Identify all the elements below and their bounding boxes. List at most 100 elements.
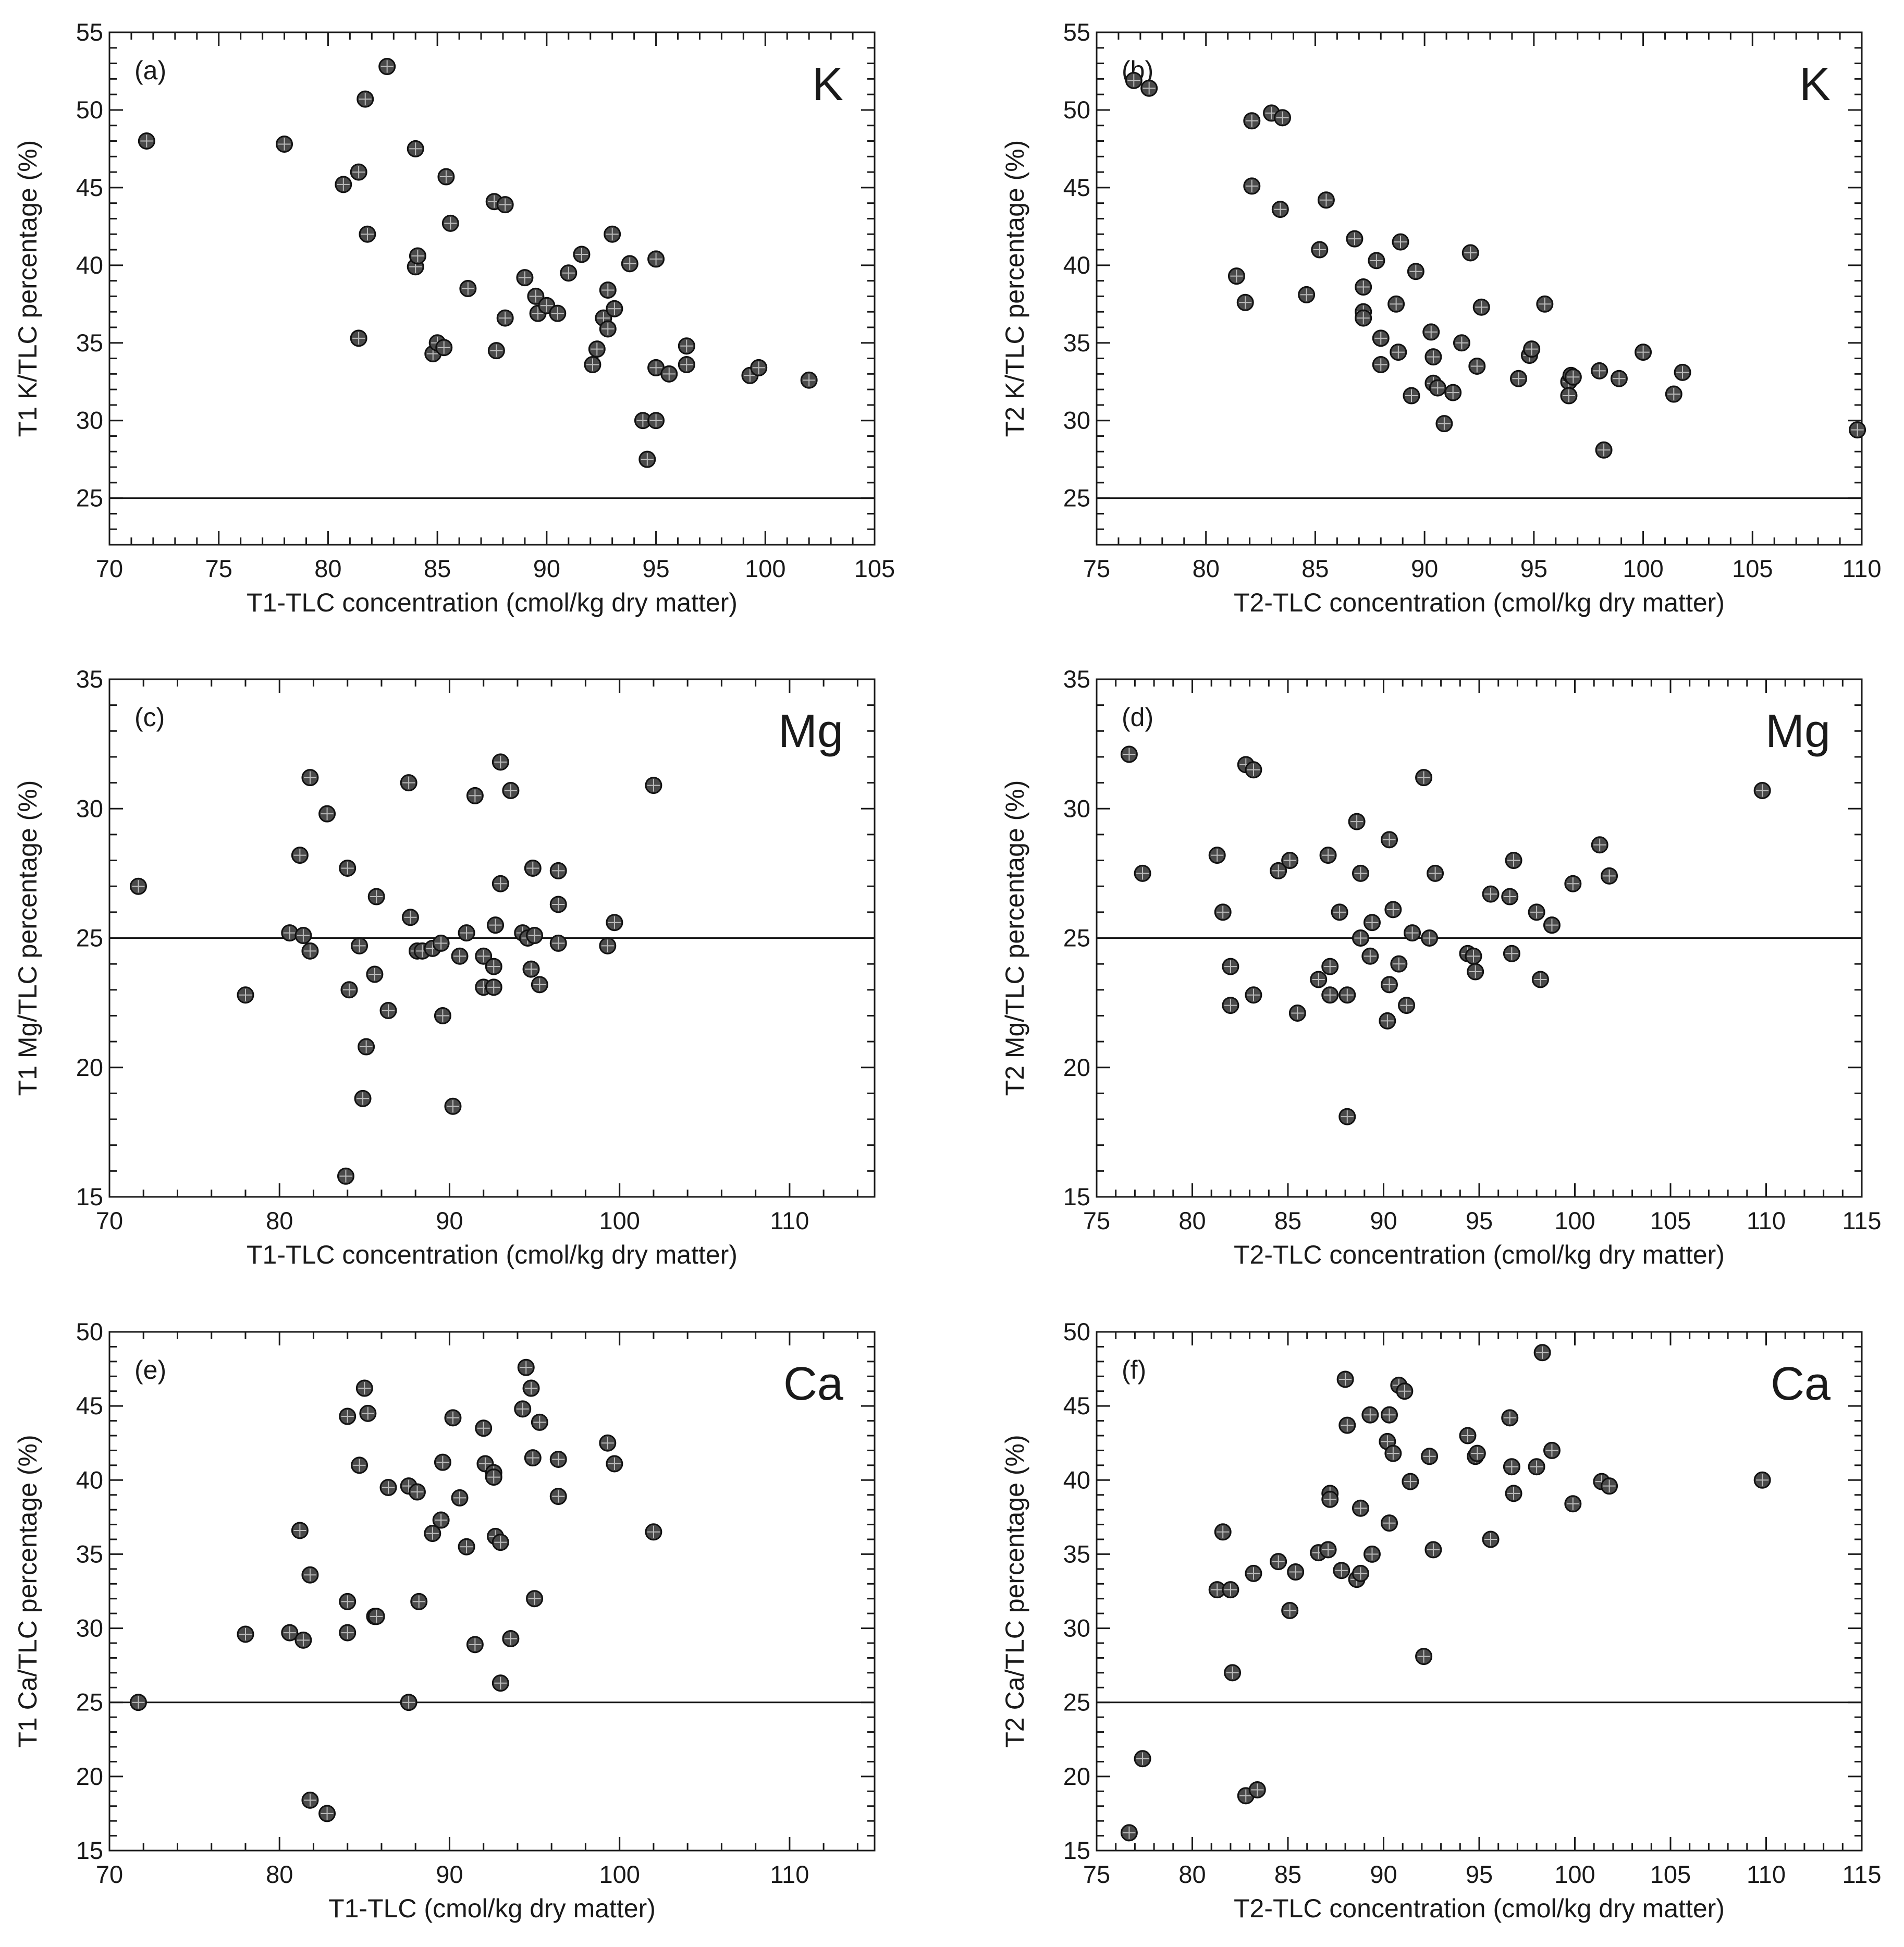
data-point [1635,344,1652,361]
data-point [1352,929,1369,947]
data-point [1214,903,1232,921]
data-point [485,1468,502,1486]
data-point [444,1097,462,1115]
data-point [1319,847,1337,864]
data-point [485,958,502,975]
data-point [1422,323,1440,341]
data-point [301,769,319,787]
x-tick-label: 80 [266,1860,293,1888]
data-point [496,196,514,214]
data-point [367,1608,385,1625]
x-tick-label: 115 [1842,1207,1882,1234]
data-point [129,1694,147,1711]
data-point [1665,385,1682,403]
chart-panel-b: 75 80 85 90 95 100 105 110 25 30 35 40 45 50 55 T2-TLC … [1000,18,1881,617]
x-tick-label: 90 [1370,1860,1397,1888]
data-point [1415,769,1433,787]
data-point [1245,986,1262,1004]
data-point [502,1630,520,1647]
data-point [1523,340,1541,358]
y-tick-label: 25 [1063,484,1090,512]
data-point [1208,1581,1226,1599]
data-point [339,1407,357,1425]
data-point [524,859,542,877]
x-tick-label: 110 [1842,555,1882,582]
data-point [410,1593,428,1610]
y-tick-label: 35 [76,1540,103,1568]
data-point [678,356,695,373]
data-point [549,896,567,913]
data-point [1424,1541,1442,1559]
data-point [350,163,367,181]
y-tick-label: 25 [1063,1688,1090,1716]
data-point [492,1674,509,1692]
data-point [1482,885,1500,903]
data-point [475,1419,493,1437]
chart-panel-d: 75 80 85 90 95 100 105 110 115 15 20 25 30 35 T2-TLC c… [1000,665,1881,1269]
data-point [1753,781,1771,799]
x-tick-label: 80 [1178,1860,1206,1888]
x-tick-label: 105 [1650,1207,1691,1234]
x-tick-label: 75 [205,555,232,582]
data-point [294,927,312,945]
data-point [1281,852,1299,870]
x-tick-label: 110 [770,1860,809,1888]
x-tick-label: 95 [1520,555,1547,582]
x-tick-label: 100 [745,555,785,582]
data-point [1224,1664,1242,1682]
x-tick-label: 95 [1466,1207,1493,1234]
y-tick-label: 55 [1063,18,1090,46]
data-point [294,1631,312,1649]
data-point [496,309,514,327]
data-point [1321,986,1339,1004]
y-tick-label: 40 [1063,251,1090,279]
y-tick-label: 20 [76,1054,103,1081]
data-point [129,877,147,895]
y-tick-label: 35 [1063,329,1090,357]
data-point [634,412,652,430]
data-point [1319,1541,1337,1559]
data-point [318,1805,336,1822]
data-point [621,255,638,273]
data-point [1403,387,1420,405]
data-point [359,225,376,243]
data-point [549,304,567,322]
x-tick-label: 90 [1411,555,1438,582]
data-point [1346,230,1363,248]
data-point [573,246,591,263]
data-point [647,412,665,430]
y-axis-label: T1 Ca/TLC percentage (%) [13,1435,42,1747]
data-point [459,280,477,297]
y-tick-label: 50 [76,96,103,124]
element-label: K [1799,58,1831,111]
x-tick-label: 115 [1842,1860,1882,1888]
data-point [1287,1563,1305,1581]
data-point [335,176,352,193]
data-point [1384,901,1402,919]
data-point [1384,1444,1402,1462]
plot-frame [108,1331,876,1852]
data-point [1501,1409,1519,1427]
data-point [549,1488,567,1505]
data-point [400,774,417,792]
data-point [1402,1473,1419,1490]
data-point [409,247,426,265]
y-tick-label: 25 [76,484,103,512]
data-point [444,1409,462,1427]
y-tick-label: 25 [1063,924,1090,952]
data-point [237,986,254,1004]
data-point [1453,334,1470,352]
data-point [1333,1562,1350,1579]
data-point [281,924,299,942]
data-point [660,365,678,383]
data-point [1352,864,1369,882]
data-point [1379,1012,1396,1030]
data-point [1564,875,1582,892]
y-tick-label: 35 [76,665,103,693]
data-point [1610,370,1628,387]
data-point [1311,241,1329,259]
data-point [435,339,453,357]
data-point [1849,421,1866,439]
x-axis-label: T1-TLC (cmol/kg dry matter) [328,1894,656,1923]
data-point [379,1479,397,1496]
